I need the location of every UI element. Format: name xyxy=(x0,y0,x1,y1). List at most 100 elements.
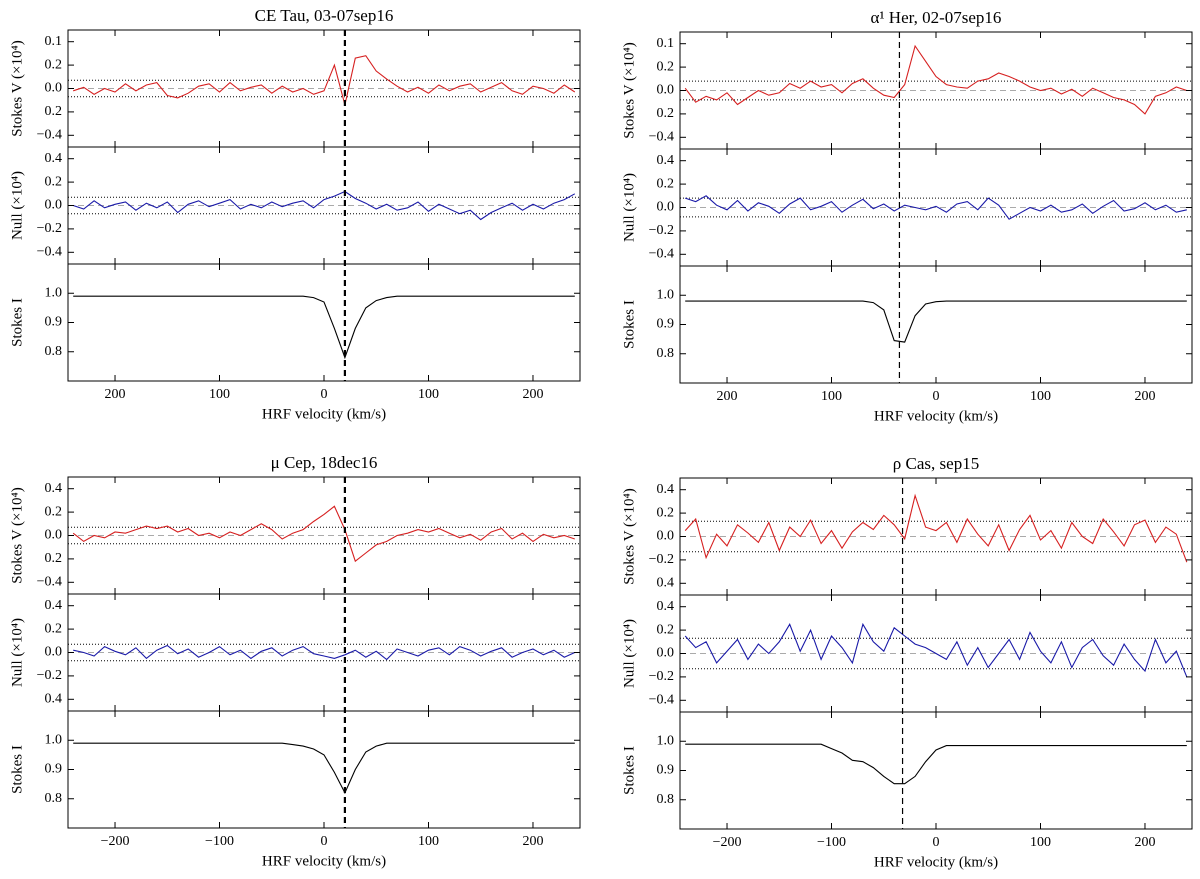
y-axis-label: Stokes I xyxy=(9,298,25,347)
y-tick-label: 0.0 xyxy=(45,81,63,96)
x-tick-label: 200 xyxy=(105,387,126,402)
chart-title: ρ Cas, sep15 xyxy=(893,454,979,473)
y-tick-label: 0.4 xyxy=(45,692,63,707)
x-tick-label: 200 xyxy=(1134,389,1155,404)
x-tick-label: 200 xyxy=(522,387,543,402)
y-tick-label: 1.0 xyxy=(657,287,675,302)
profile-line xyxy=(73,742,575,795)
chart-title: CE Tau, 03-07sep16 xyxy=(255,6,394,25)
y-tick-label: 0.1 xyxy=(45,34,63,49)
profile-line xyxy=(73,190,576,221)
y-axis-label: Stokes V (×10⁴) xyxy=(9,487,25,583)
y-tick-label: 0.1 xyxy=(657,36,675,51)
chart-title: μ Cep, 18dec16 xyxy=(271,453,378,472)
x-tick-label: −100 xyxy=(205,834,234,849)
y-axis-label: Null (×10⁴) xyxy=(621,619,637,688)
y-tick-label: 0.2 xyxy=(45,551,63,566)
y-tick-label: −0.2 xyxy=(649,669,674,684)
y-tick-label: 0.2 xyxy=(45,621,63,636)
y-tick-label: 0.0 xyxy=(45,528,63,543)
x-tick-label: 0 xyxy=(933,389,940,404)
y-tick-label: 0.4 xyxy=(45,598,63,613)
y-tick-label: −0.4 xyxy=(37,128,62,143)
y-tick-label: 0.0 xyxy=(657,83,675,98)
x-tick-label: 200 xyxy=(717,389,738,404)
y-tick-label: 0.9 xyxy=(657,317,675,332)
y-axis-label: Stokes V (×10⁴) xyxy=(9,40,25,136)
x-axis-label: HRF velocity (km/s) xyxy=(874,408,998,424)
y-tick-label: 0.4 xyxy=(45,151,63,166)
panel-frame xyxy=(679,265,1193,384)
y-tick-label: 0.4 xyxy=(657,576,675,591)
x-tick-label: 0 xyxy=(933,835,940,850)
y-tick-label: 0.2 xyxy=(657,505,675,520)
y-tick-label: 0.4 xyxy=(657,482,675,497)
profile-line xyxy=(73,295,575,360)
y-tick-label: 0.0 xyxy=(45,645,63,660)
x-tick-label: 100 xyxy=(821,389,842,404)
y-tick-label: 0.4 xyxy=(657,153,675,168)
profile-line xyxy=(684,44,1187,115)
y-tick-label: −0.4 xyxy=(649,247,674,262)
y-tick-label: 0.2 xyxy=(657,106,675,121)
y-tick-label: 0.2 xyxy=(45,104,63,119)
y-tick-label: 0.9 xyxy=(45,315,63,330)
y-axis-label: Stokes V (×10⁴) xyxy=(621,42,637,138)
y-tick-label: 1.0 xyxy=(45,732,63,747)
x-tick-label: −100 xyxy=(817,835,846,850)
panel-frame xyxy=(67,710,581,829)
y-axis-label: Stokes V (×10⁴) xyxy=(621,488,637,584)
y-tick-label: −0.2 xyxy=(37,221,62,236)
profile-line xyxy=(685,195,1187,220)
x-tick-label: −200 xyxy=(713,835,742,850)
y-tick-label: −0.2 xyxy=(37,668,62,683)
x-tick-label: 200 xyxy=(522,834,543,849)
y-tick-label: 0.2 xyxy=(45,174,63,189)
y-tick-label: 0.4 xyxy=(657,599,675,614)
y-axis-label: Null (×10⁴) xyxy=(9,171,25,240)
y-tick-label: 0.9 xyxy=(657,763,675,778)
y-axis-label: Stokes I xyxy=(621,300,637,349)
y-tick-label: 0.0 xyxy=(657,529,675,544)
y-tick-label: −0.4 xyxy=(649,693,674,708)
y-tick-label: −0.2 xyxy=(649,552,674,567)
x-axis-label: HRF velocity (km/s) xyxy=(262,406,386,422)
y-axis-label: Stokes I xyxy=(9,745,25,794)
y-tick-label: −0.2 xyxy=(649,223,674,238)
y-tick-label: 0.0 xyxy=(45,198,63,213)
profile-line xyxy=(72,505,575,563)
x-tick-label: 200 xyxy=(1134,835,1155,850)
x-tick-label: −200 xyxy=(101,834,130,849)
y-axis-label: Null (×10⁴) xyxy=(9,618,25,687)
y-tick-label: 0.2 xyxy=(45,57,63,72)
profile-line xyxy=(685,743,1187,785)
y-tick-label: 0.2 xyxy=(657,59,675,74)
profile-line xyxy=(685,300,1187,343)
x-tick-label: 100 xyxy=(1030,389,1051,404)
y-tick-label: 0.4 xyxy=(45,481,63,496)
y-tick-label: 0.0 xyxy=(657,646,675,661)
y-tick-label: 0.2 xyxy=(657,176,675,191)
y-axis-label: Stokes I xyxy=(621,746,637,795)
profile-line xyxy=(73,644,576,661)
x-tick-label: 0 xyxy=(321,387,328,402)
y-tick-label: 0.2 xyxy=(657,622,675,637)
y-tick-label: −0.4 xyxy=(37,245,62,260)
chart-title: α¹ Her, 02-07sep16 xyxy=(871,8,1002,27)
y-tick-label: 0.2 xyxy=(45,504,63,519)
y-tick-label: −0.4 xyxy=(649,130,674,145)
x-axis-label: HRF velocity (km/s) xyxy=(262,853,386,869)
y-tick-label: 0.0 xyxy=(657,200,675,215)
panel-frame xyxy=(67,263,581,382)
profile-line xyxy=(73,55,576,106)
x-tick-label: 0 xyxy=(321,834,328,849)
y-tick-label: 0.8 xyxy=(45,791,63,806)
y-tick-label: 1.0 xyxy=(45,285,63,300)
profile-line xyxy=(684,622,1188,678)
y-tick-label: −0.4 xyxy=(37,575,62,590)
y-tick-label: 0.9 xyxy=(45,762,63,777)
x-tick-label: 100 xyxy=(209,387,230,402)
y-tick-label: 0.8 xyxy=(45,344,63,359)
y-axis-label: Null (×10⁴) xyxy=(621,173,637,242)
